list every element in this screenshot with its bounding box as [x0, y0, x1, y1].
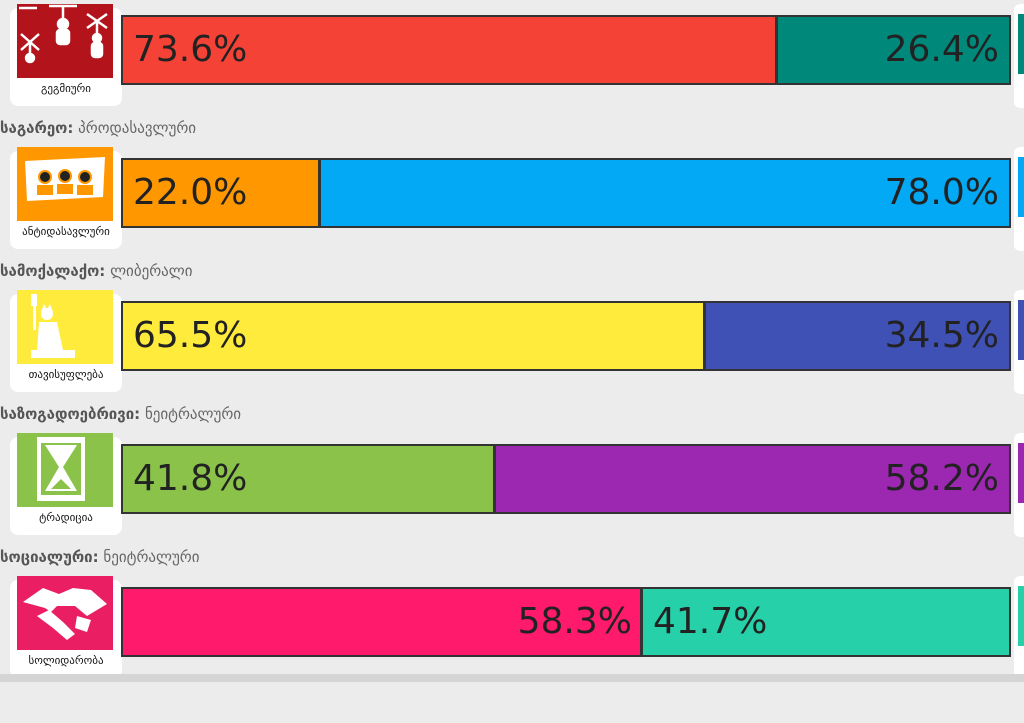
bar-segment-right: 34.5%	[706, 303, 1009, 369]
row-label: სამოქალაქო: ლიბერალი	[0, 260, 193, 282]
protest-crowd-icon	[17, 147, 113, 221]
score-bar: 41.8% 58.2%	[121, 444, 1011, 514]
right-ideology-icon	[1018, 14, 1024, 74]
row-label: სოციალური: ნეიტრალური	[0, 546, 200, 568]
ideology-card: სოლიდარობა	[10, 576, 122, 678]
score-bar: 58.3% 41.7%	[121, 587, 1011, 657]
bar-segment-left: 41.8%	[123, 446, 493, 512]
puppet-icon	[17, 4, 113, 78]
ideology-card: გეგმიური	[10, 4, 122, 106]
axis-position: ლიბერალი	[110, 262, 193, 280]
bar-segment-left: 73.6%	[123, 17, 775, 83]
right-ideology-card	[1014, 4, 1024, 108]
statue-of-liberty-icon	[17, 290, 113, 364]
axis-name: სოციალური:	[0, 548, 99, 566]
ideology-caption: ანტიდასავლური	[22, 225, 110, 238]
bar-segment-right: 41.7%	[643, 589, 1009, 655]
result-row: საგარეო: პროდასავლური ანტიდასავლური 22.0% 7…	[0, 119, 1024, 294]
result-row: სამოქალაქო: ლიბერალი თავისუფლება 65.5% 34.5…	[0, 262, 1024, 437]
right-ideology-icon	[1018, 157, 1024, 217]
axis-name: საზოგადოებრივი:	[0, 405, 141, 423]
axis-position: ნეიტრალური	[144, 405, 242, 423]
handshake-icon	[17, 576, 113, 650]
axis-name: სამოქალაქო:	[0, 262, 106, 280]
right-ideology-icon	[1018, 443, 1024, 503]
axis-position: პროდასავლური	[78, 119, 197, 137]
bar-segment-left: 22.0%	[123, 160, 318, 226]
bar-segment-right: 26.4%	[778, 17, 1009, 83]
bottom-divider	[0, 674, 1024, 682]
axis-position: ნეიტრალური	[103, 548, 200, 566]
score-bar: 65.5% 34.5%	[121, 301, 1011, 371]
bar-segment-right: 58.2%	[496, 446, 1009, 512]
score-bar: 73.6% 26.4%	[121, 15, 1011, 85]
right-ideology-card	[1014, 290, 1024, 394]
row-label: საგარეო: პროდასავლური	[0, 117, 196, 139]
ideology-caption: სოლიდარობა	[28, 654, 104, 667]
bar-segment-right: 78.0%	[321, 160, 1009, 226]
ideology-card: თავისუფლება	[10, 290, 122, 392]
result-row: გეგმიური 73.6% 26.4%	[0, 4, 1024, 151]
ideology-card: ტრადიცია	[10, 433, 122, 535]
right-ideology-card	[1014, 433, 1024, 537]
right-ideology-card	[1014, 147, 1024, 251]
row-label: საზოგადოებრივი: ნეიტრალური	[0, 403, 241, 425]
result-row: სოციალური: ნეიტრალური სოლიდარობა 58.3% 41.7…	[0, 548, 1024, 723]
right-ideology-icon	[1018, 300, 1024, 360]
hourglass-icon	[17, 433, 113, 507]
right-ideology-card	[1014, 576, 1024, 680]
axis-name: საგარეო:	[0, 119, 74, 137]
ideology-caption: ტრადიცია	[39, 511, 93, 524]
bar-segment-left: 65.5%	[123, 303, 703, 369]
bar-segment-left: 58.3%	[123, 589, 640, 655]
ideology-caption: გეგმიური	[40, 82, 91, 95]
ideology-caption: თავისუფლება	[28, 368, 104, 381]
ideology-card: ანტიდასავლური	[10, 147, 122, 249]
right-ideology-icon	[1018, 586, 1024, 646]
score-bar: 22.0% 78.0%	[121, 158, 1011, 228]
result-row: საზოგადოებრივი: ნეიტრალური ტრადიცია 41.8% 5…	[0, 405, 1024, 580]
